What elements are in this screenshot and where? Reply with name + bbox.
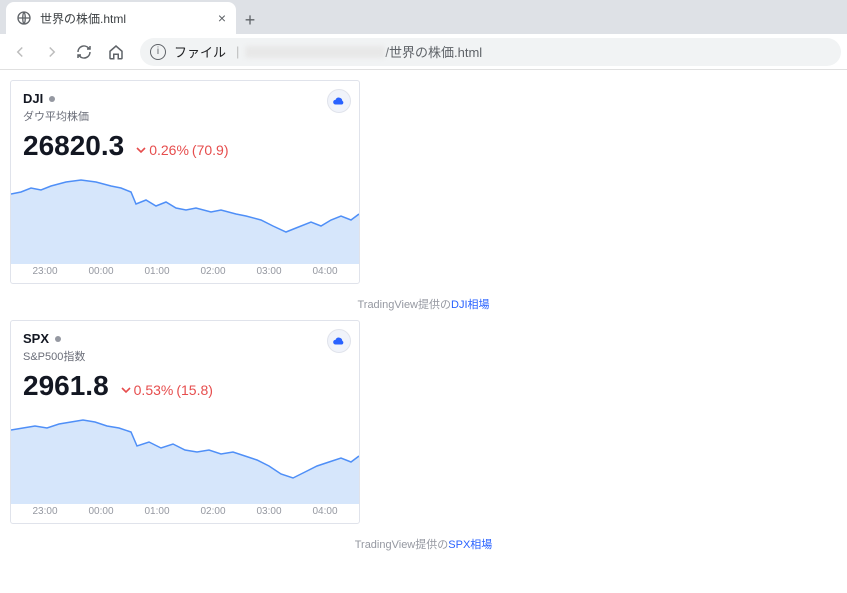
x-tick-label: 01:00 [144,506,169,517]
ticker-fullname: ダウ平均株価 [23,108,347,124]
info-icon[interactable]: i [150,44,166,60]
attribution-text: TradingView提供のSPX相場 [10,532,837,560]
change-percent: 0.26% [149,142,189,158]
address-divider: | [236,44,239,59]
widget-header: DJI ダウ平均株価 26820.3 0.26%(70.9) [11,81,359,166]
change-percent: 0.53% [134,382,174,398]
change-absolute: (15.8) [176,382,213,398]
market-status-dot [55,336,61,342]
x-tick-label: 23:00 [32,506,57,517]
stock-widget-spx: SPX S&P500指数 2961.8 0.53%(15.8) 23:00 00:00 01… [10,320,360,524]
sparkline-chart [11,406,359,504]
attribution-prefix: TradingView提供の [355,539,449,551]
change-absolute: (70.9) [192,142,229,158]
snapshot-button[interactable] [327,89,351,113]
address-path: /世界の株価.html [385,42,482,61]
reload-button[interactable] [70,38,98,66]
snapshot-button[interactable] [327,329,351,353]
browser-tab-bar: 世界の株価.html × + [0,0,847,34]
x-tick-label: 04:00 [312,506,337,517]
price-value: 2961.8 [23,370,109,402]
new-tab-button[interactable]: + [236,6,264,34]
ticker-symbol[interactable]: SPX [23,331,49,346]
attribution-text: TradingView提供のDJI相場 [10,292,837,320]
page-content: DJI ダウ平均株価 26820.3 0.26%(70.9) 23:00 00:00 01:… [0,70,847,570]
ticker-fullname: S&P500指数 [23,348,347,364]
widget-header: SPX S&P500指数 2961.8 0.53%(15.8) [11,321,359,406]
address-blurred [245,46,385,58]
price-change: 0.53%(15.8) [121,382,213,398]
price-change: 0.26%(70.9) [136,142,228,158]
attribution-link[interactable]: DJI相場 [451,299,490,311]
globe-icon [16,10,32,26]
stock-widget-dji: DJI ダウ平均株価 26820.3 0.26%(70.9) 23:00 00:00 01:… [10,80,360,284]
back-button[interactable] [6,38,34,66]
x-tick-label: 03:00 [256,506,281,517]
sparkline-chart [11,166,359,264]
attribution-link[interactable]: SPX相場 [448,539,492,551]
x-tick-label: 02:00 [200,266,225,277]
close-icon[interactable]: × [218,10,226,26]
forward-button[interactable] [38,38,66,66]
x-tick-label: 03:00 [256,266,281,277]
tab-title: 世界の株価.html [40,10,126,27]
browser-tab[interactable]: 世界の株価.html × [6,2,236,34]
address-protocol: ファイル [174,42,226,61]
home-button[interactable] [102,38,130,66]
price-value: 26820.3 [23,130,124,162]
address-bar[interactable]: i ファイル | /世界の株価.html [140,38,841,66]
ticker-symbol[interactable]: DJI [23,91,43,106]
caret-down-icon [136,142,146,158]
browser-toolbar: i ファイル | /世界の株価.html [0,34,847,70]
x-tick-label: 01:00 [144,266,169,277]
x-tick-label: 23:00 [32,266,57,277]
caret-down-icon [121,382,131,398]
x-tick-label: 00:00 [88,266,113,277]
x-tick-label: 04:00 [312,266,337,277]
market-status-dot [49,96,55,102]
x-tick-label: 00:00 [88,506,113,517]
attribution-prefix: TradingView提供の [357,299,451,311]
chart-x-axis: 23:00 00:00 01:00 02:00 03:00 04:00 [11,264,359,283]
x-tick-label: 02:00 [200,506,225,517]
chart-x-axis: 23:00 00:00 01:00 02:00 03:00 04:00 [11,504,359,523]
